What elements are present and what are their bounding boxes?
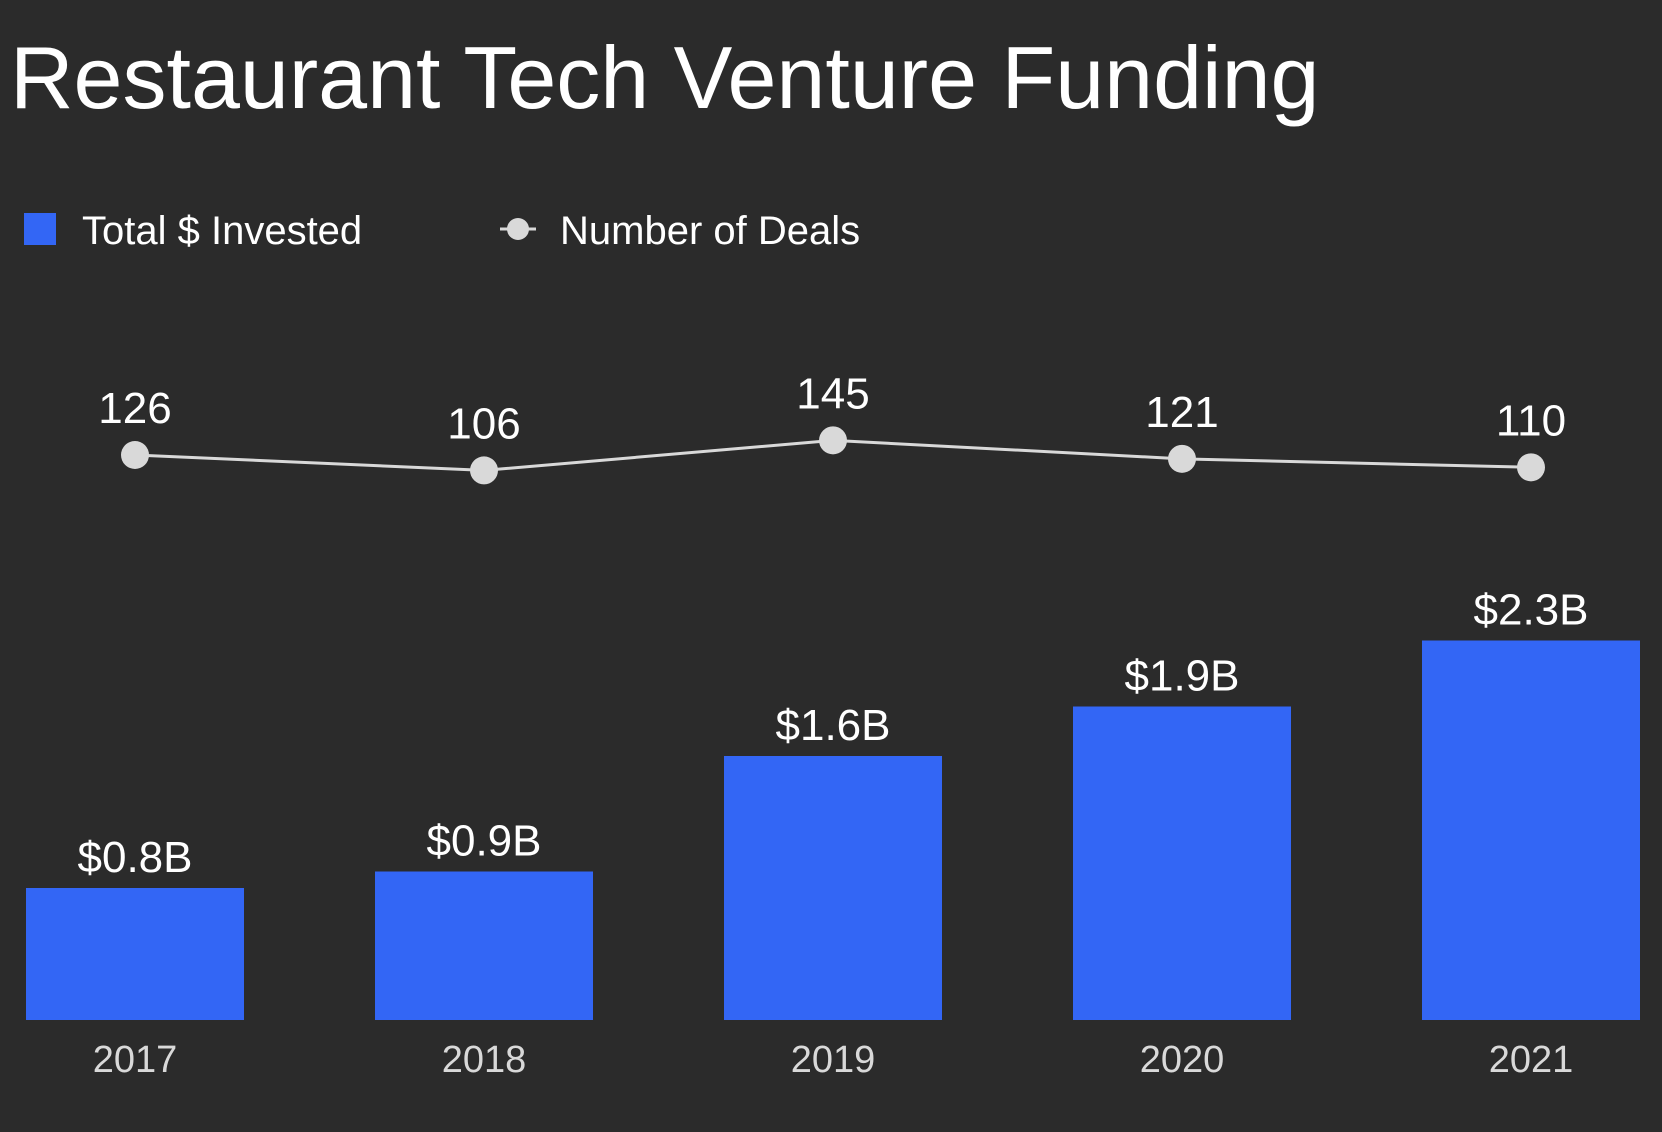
- legend-swatch-bars: [24, 213, 56, 245]
- legend-marker-deals: [507, 218, 529, 240]
- legend: Total $ Invested Number of Deals: [24, 209, 860, 253]
- bar-2018: [375, 871, 593, 1020]
- deals-value-label-2019: 145: [796, 369, 869, 418]
- deals-point-2019: [819, 426, 847, 455]
- deals-point-2018: [470, 456, 498, 485]
- bar-2021: [1422, 640, 1640, 1020]
- x-tick-label-2019: 2019: [791, 1039, 876, 1081]
- x-tick-label-2018: 2018: [442, 1039, 527, 1081]
- bar-value-label-2018: $0.9B: [427, 817, 542, 866]
- x-tick-label-2021: 2021: [1489, 1039, 1574, 1081]
- x-axis-ticks: 2017 2018 2019 2020 2021: [93, 1039, 1574, 1081]
- deals-value-label-2020: 121: [1145, 388, 1218, 437]
- deals-point-2017: [121, 441, 149, 469]
- deals-point-2020: [1168, 444, 1196, 473]
- x-tick-label-2017: 2017: [93, 1039, 178, 1081]
- deals-value-label-2017: 126: [98, 384, 171, 433]
- bar-2019: [724, 756, 942, 1020]
- legend-label-deals: Number of Deals: [560, 209, 860, 253]
- bar-series: $0.8B $0.9B $1.6B $1.9B $2.3B: [26, 586, 1640, 1020]
- chart-title: Restaurant Tech Venture Funding: [10, 28, 1319, 127]
- bar-2017: [26, 888, 244, 1020]
- deals-line-series: 126 106 145 121 110: [98, 369, 1566, 485]
- deals-value-label-2021: 110: [1496, 396, 1566, 445]
- legend-label-bars: Total $ Invested: [82, 209, 362, 253]
- deals-value-label-2018: 106: [447, 399, 520, 448]
- x-tick-label-2020: 2020: [1140, 1039, 1225, 1081]
- deals-point-2021: [1517, 453, 1545, 482]
- bar-value-label-2019: $1.6B: [776, 701, 891, 750]
- bar-value-label-2020: $1.9B: [1125, 652, 1240, 701]
- bar-value-label-2017: $0.8B: [78, 833, 193, 882]
- bar-value-label-2021: $2.3B: [1474, 586, 1589, 635]
- bar-2020: [1073, 706, 1291, 1020]
